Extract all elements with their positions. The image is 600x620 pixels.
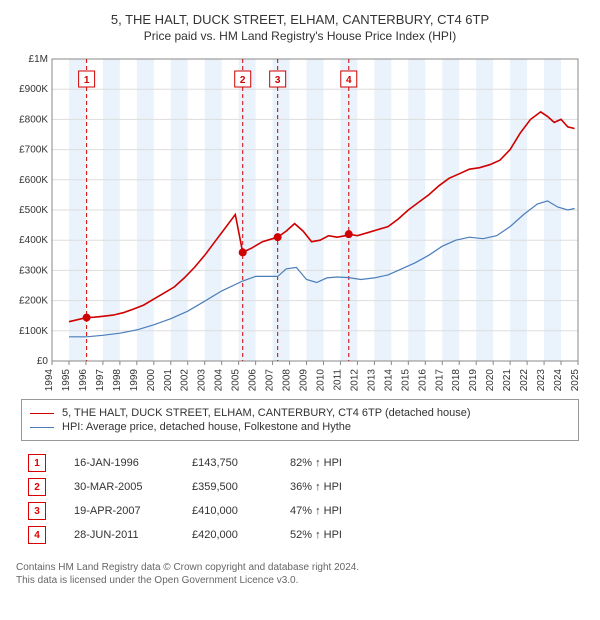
svg-text:1: 1: [84, 75, 90, 86]
svg-text:2010: 2010: [315, 369, 326, 391]
legend-swatch-red: [30, 413, 54, 414]
legend-swatch-blue: [30, 427, 54, 428]
sale-marker-icon: 3: [28, 502, 46, 520]
svg-text:£700K: £700K: [19, 145, 48, 156]
price-chart: £0 £100K £200K £300K £400K £500K £600K £700K £80…: [12, 51, 588, 391]
svg-text:2002: 2002: [180, 369, 191, 391]
svg-text:2001: 2001: [163, 369, 174, 391]
sale-date: 28-JUN-2011: [74, 529, 164, 541]
svg-text:2013: 2013: [366, 369, 377, 391]
svg-text:2014: 2014: [383, 369, 394, 391]
legend-label-blue: HPI: Average price, detached house, Folk…: [62, 421, 351, 433]
sale-pct: 52% ↑ HPI: [290, 529, 380, 541]
svg-text:2005: 2005: [231, 369, 242, 391]
legend-row-blue: HPI: Average price, detached house, Folk…: [30, 420, 570, 434]
sale-date: 16-JAN-1996: [74, 457, 164, 469]
sale-row: 4 28-JUN-2011 £420,000 52% ↑ HPI: [28, 523, 588, 547]
svg-text:2015: 2015: [400, 369, 411, 391]
svg-text:1994: 1994: [44, 369, 55, 391]
sale-marker-icon: 1: [28, 454, 46, 472]
legend-row-red: 5, THE HALT, DUCK STREET, ELHAM, CANTERB…: [30, 406, 570, 420]
sale-date: 19-APR-2007: [74, 505, 164, 517]
sale-date: 30-MAR-2005: [74, 481, 164, 493]
svg-text:£800K: £800K: [19, 114, 48, 125]
svg-text:£300K: £300K: [19, 265, 48, 276]
chart-title-line2: Price paid vs. HM Land Registry's House …: [12, 29, 588, 43]
svg-text:1997: 1997: [95, 369, 106, 391]
svg-text:2003: 2003: [197, 369, 208, 391]
svg-text:£0: £0: [37, 356, 49, 367]
svg-text:3: 3: [275, 75, 281, 86]
sale-row: 1 16-JAN-1996 £143,750 82% ↑ HPI: [28, 451, 588, 475]
svg-text:£600K: £600K: [19, 175, 48, 186]
svg-text:2006: 2006: [248, 369, 259, 391]
legend: 5, THE HALT, DUCK STREET, ELHAM, CANTERB…: [21, 399, 579, 441]
svg-text:2018: 2018: [451, 369, 462, 391]
svg-text:2016: 2016: [417, 369, 428, 391]
sale-pct: 47% ↑ HPI: [290, 505, 380, 517]
svg-text:2024: 2024: [553, 369, 564, 391]
chart-title-line1: 5, THE HALT, DUCK STREET, ELHAM, CANTERB…: [12, 12, 588, 27]
svg-text:£200K: £200K: [19, 296, 48, 307]
svg-text:2008: 2008: [282, 369, 293, 391]
footer-text: Contains HM Land Registry data © Crown c…: [16, 561, 588, 587]
svg-text:2012: 2012: [349, 369, 360, 391]
svg-text:4: 4: [346, 75, 352, 86]
svg-text:1999: 1999: [129, 369, 140, 391]
svg-text:£900K: £900K: [19, 84, 48, 95]
svg-text:1995: 1995: [61, 369, 72, 391]
chart-area: £0 £100K £200K £300K £400K £500K £600K £700K £80…: [12, 51, 588, 391]
svg-text:2022: 2022: [519, 369, 530, 391]
svg-text:2000: 2000: [146, 369, 157, 391]
svg-text:2017: 2017: [434, 369, 445, 391]
svg-text:2004: 2004: [214, 369, 225, 391]
svg-text:2009: 2009: [299, 369, 310, 391]
sale-marker-icon: 4: [28, 526, 46, 544]
sale-marker-icon: 2: [28, 478, 46, 496]
svg-text:2025: 2025: [570, 369, 581, 391]
svg-text:1998: 1998: [112, 369, 123, 391]
sale-price: £143,750: [192, 457, 262, 469]
svg-text:2023: 2023: [536, 369, 547, 391]
svg-text:1996: 1996: [78, 369, 89, 391]
sale-price: £359,500: [192, 481, 262, 493]
svg-text:2: 2: [240, 75, 246, 86]
svg-text:£100K: £100K: [19, 326, 48, 337]
sales-table: 1 16-JAN-1996 £143,750 82% ↑ HPI 2 30-MAR-200…: [28, 451, 588, 547]
svg-text:2011: 2011: [332, 369, 343, 391]
svg-text:2007: 2007: [265, 369, 276, 391]
svg-text:£500K: £500K: [19, 205, 48, 216]
svg-text:2019: 2019: [468, 369, 479, 391]
svg-text:2021: 2021: [502, 369, 513, 391]
svg-text:£400K: £400K: [19, 235, 48, 246]
sale-price: £410,000: [192, 505, 262, 517]
svg-text:£1M: £1M: [29, 54, 48, 65]
legend-label-red: 5, THE HALT, DUCK STREET, ELHAM, CANTERB…: [62, 407, 471, 419]
sale-price: £420,000: [192, 529, 262, 541]
sale-pct: 82% ↑ HPI: [290, 457, 380, 469]
sale-row: 2 30-MAR-2005 £359,500 36% ↑ HPI: [28, 475, 588, 499]
sale-row: 3 19-APR-2007 £410,000 47% ↑ HPI: [28, 499, 588, 523]
sale-pct: 36% ↑ HPI: [290, 481, 380, 493]
svg-text:2020: 2020: [485, 369, 496, 391]
